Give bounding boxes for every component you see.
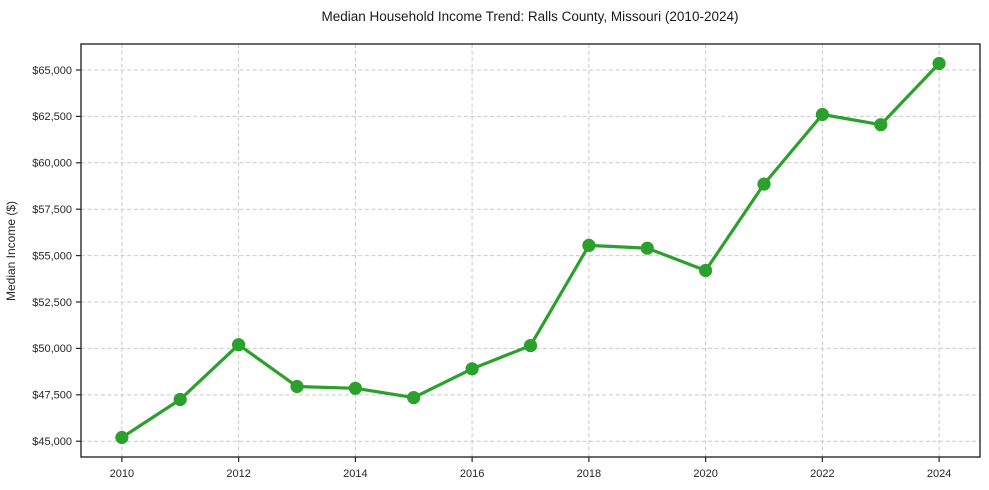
y-axis-label: Median Income ($) xyxy=(4,201,18,301)
x-tick-label: 2016 xyxy=(460,468,484,480)
y-tick-label: $50,000 xyxy=(32,343,72,355)
data-point xyxy=(640,241,654,255)
data-point xyxy=(757,177,771,191)
data-point xyxy=(582,238,596,252)
data-point xyxy=(932,56,946,71)
y-tick-label: $55,000 xyxy=(32,250,72,262)
y-tick-label: $60,000 xyxy=(32,158,72,170)
chart-title: Median Household Income Trend: Ralls Cou… xyxy=(322,9,739,24)
y-tick-label: $45,000 xyxy=(32,436,72,448)
plot-area: $45,000 $47,500 $50,000 $52,500 $55,000 $57,5… xyxy=(32,43,981,480)
x-tick-label: 2024 xyxy=(927,468,951,480)
data-point xyxy=(815,107,830,122)
x-tick-label: 2022 xyxy=(810,468,834,480)
x-tick-label: 2020 xyxy=(693,468,717,480)
data-point xyxy=(523,339,538,353)
data-point xyxy=(348,381,362,395)
data-point xyxy=(874,118,888,132)
x-tick-label: 2018 xyxy=(577,468,601,480)
data-point xyxy=(173,392,187,407)
axes-spines xyxy=(80,43,981,458)
y-tick-label: $65,000 xyxy=(32,65,72,77)
x-tick-label: 2010 xyxy=(110,468,134,480)
data-point xyxy=(465,362,479,376)
data-point xyxy=(232,338,246,352)
y-tick-label: $57,500 xyxy=(32,204,72,216)
data-point xyxy=(407,391,421,405)
data-point xyxy=(699,263,713,278)
data-point xyxy=(115,430,129,445)
y-tick-label: $62,500 xyxy=(32,111,72,123)
y-tick-label: $47,500 xyxy=(32,390,72,402)
x-tick-label: 2014 xyxy=(343,468,367,480)
data-point xyxy=(290,379,304,394)
y-tick-label: $52,500 xyxy=(32,297,72,309)
income-trend-line xyxy=(120,61,941,440)
x-tick-label: 2012 xyxy=(226,468,250,480)
